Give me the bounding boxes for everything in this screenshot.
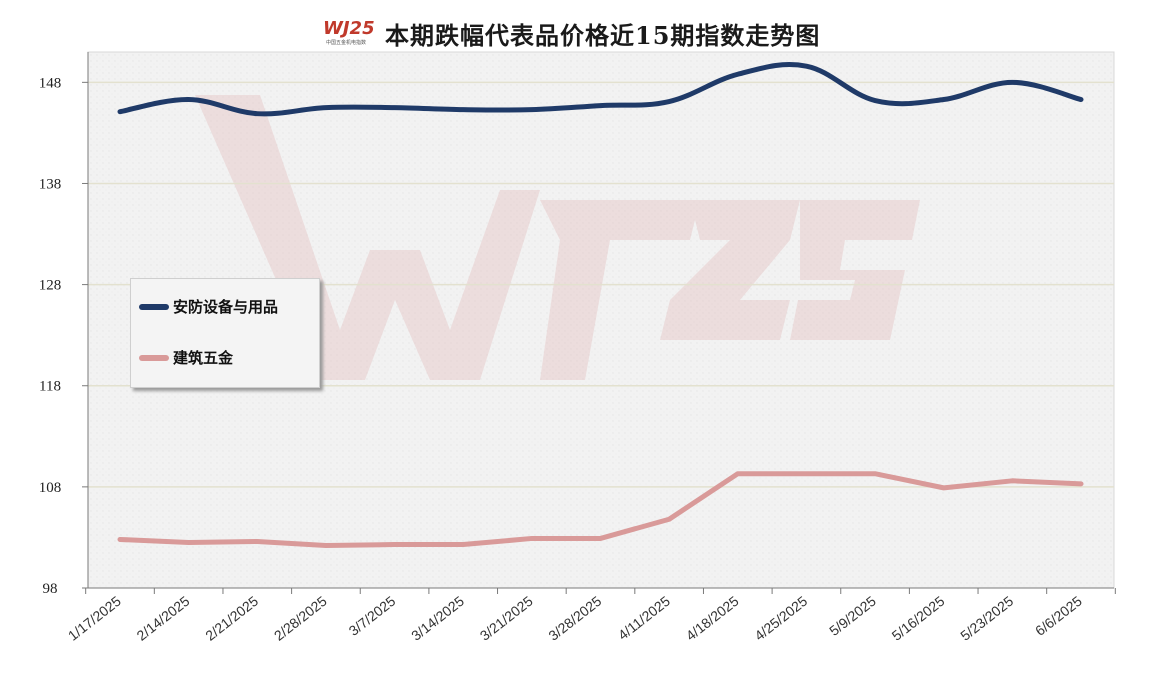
x-tick-label-4: 3/7/2025: [346, 593, 399, 639]
legend-item-series1: 安防设备与用品: [139, 296, 278, 317]
legend-label-series1: 安防设备与用品: [173, 298, 279, 316]
logo-subtitle: 中国五金机电指数: [326, 40, 367, 46]
x-tick-label-0: 1/17/2025: [65, 593, 124, 644]
x-tick-label-8: 4/11/2025: [615, 593, 673, 643]
x-tick-label-5: 3/14/2025: [408, 593, 467, 644]
x-tick-label-1: 2/14/2025: [134, 593, 193, 644]
y-tick-label-2: 118: [39, 379, 61, 395]
legend-label-series2: 建筑五金: [173, 349, 234, 367]
y-tick-label-4: 138: [39, 176, 62, 192]
y-tick-labels: 98 108 118 128 138 148: [39, 75, 88, 597]
x-tick-label-11: 5/9/2025: [826, 593, 879, 639]
legend: 安防设备与用品 建筑五金: [130, 278, 320, 388]
y-tick-label-3: 128: [39, 278, 62, 294]
x-tick-label-12: 5/16/2025: [889, 593, 948, 644]
x-tick-label-6: 3/21/2025: [477, 593, 536, 644]
axes: [87, 52, 1114, 589]
x-tick-label-3: 2/28/2025: [271, 593, 330, 644]
legend-swatch-series2: [139, 354, 169, 361]
chart-title: 本期跌幅代表品价格近15期指数走势图: [385, 21, 821, 50]
x-tick-label-7: 3/28/2025: [545, 593, 604, 644]
y-tick-label-5: 148: [39, 75, 62, 91]
legend-item-series2: 建筑五金: [139, 347, 233, 368]
series-lines: [117, 62, 1084, 549]
series-line-1: [117, 471, 1084, 549]
x-tick-labels: 1/17/2025 2/14/2025 2/21/2025 2/28/2025 3/7/…: [65, 588, 1116, 644]
x-tick-label-2: 2/21/2025: [202, 593, 261, 644]
logo: WJ25: [323, 18, 375, 39]
x-tick-label-14: 6/6/2025: [1032, 593, 1085, 639]
legend-swatch-series1: [139, 303, 169, 310]
y-tick-label-1: 108: [39, 480, 62, 496]
x-tick-label-13: 5/23/2025: [957, 593, 1016, 644]
x-tick-label-10: 4/25/2025: [751, 593, 810, 644]
series-line-0: [117, 62, 1084, 117]
gridlines: [88, 81, 1114, 488]
y-tick-label-0: 98: [43, 581, 58, 597]
watermark: [195, 95, 920, 380]
x-tick-label-9: 4/18/2025: [683, 593, 742, 644]
